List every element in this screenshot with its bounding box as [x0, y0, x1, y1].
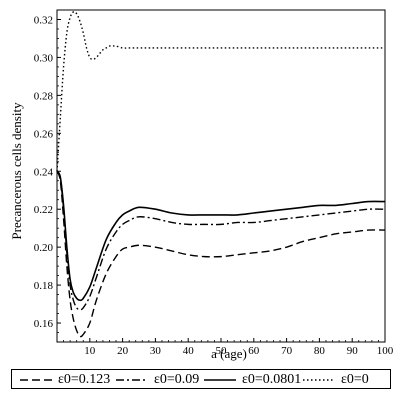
y-tick-label: 0.26	[34, 128, 54, 140]
x-tick-label: 90	[347, 345, 359, 357]
series-line-0	[56, 170, 386, 338]
y-tick-label: 0.20	[34, 242, 54, 254]
legend-label: ε0=0.09	[154, 372, 200, 387]
plot-frame	[56, 9, 386, 343]
x-tick-label: 10	[84, 345, 96, 357]
x-tick-label: 70	[281, 345, 293, 357]
series-line-2	[56, 170, 386, 302]
legend-label: ε0=0.123	[58, 372, 111, 387]
series-layer	[56, 11, 386, 338]
x-tick-label: 40	[183, 345, 195, 357]
legend: ε0=0.123 ε0=0.09 ε0=0.0801 ε0=0	[11, 369, 391, 389]
series-line-3	[56, 11, 385, 172]
legend-label: ε0=0	[341, 372, 369, 387]
x-tick-label: 50	[216, 345, 228, 357]
legend-swatch-dashdot	[116, 379, 148, 381]
y-axis-label: Precancerous cells density	[9, 102, 24, 240]
axes-layer: 10 20 30 40 50 60 70 80 90 100 0.16 0.18 0.20 0.22 0.2…	[34, 9, 394, 357]
y-tick-label: 0.24	[34, 166, 54, 178]
x-tick-label: 30	[150, 345, 162, 357]
x-tick-label: 60	[248, 345, 260, 357]
y-tick-label: 0.30	[34, 52, 54, 64]
legend-swatch-dashed	[20, 379, 52, 381]
legend-swatch-solid	[204, 379, 236, 381]
y-tick-label: 0.32	[34, 14, 53, 26]
x-tick-label: 20	[117, 345, 129, 357]
y-tick-label: 0.16	[34, 318, 54, 330]
series-line-1	[56, 170, 386, 311]
x-tick-label: 80	[314, 345, 326, 357]
x-axis-label: a (age)	[211, 346, 247, 361]
x-tick-label: 100	[377, 345, 394, 357]
y-tick-label: 0.22	[34, 204, 53, 216]
y-tick-label: 0.18	[34, 280, 54, 292]
y-tick-label: 0.28	[34, 90, 54, 102]
legend-label: ε0=0.0801	[242, 372, 302, 387]
legend-swatch-dotted	[303, 379, 335, 381]
